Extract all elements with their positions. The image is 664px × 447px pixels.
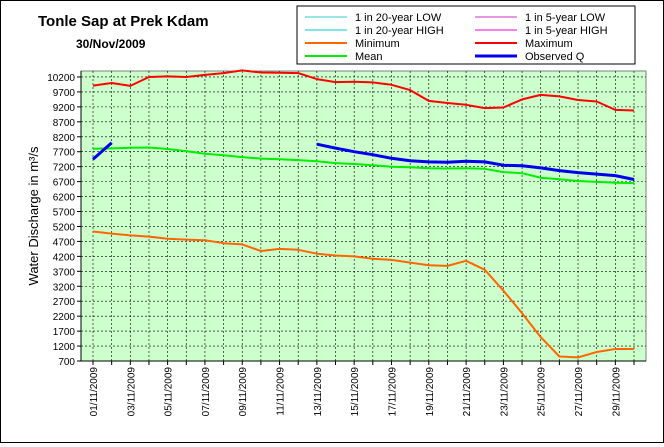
y-tick-label: 3200 [53, 282, 76, 293]
legend-label-1-in-20-year-low: 1 in 20-year LOW [355, 12, 442, 24]
y-tick-label: 9200 [53, 103, 76, 114]
y-tick-label: 7200 [53, 163, 76, 174]
legend-label-minimum: Minimum [355, 38, 400, 50]
x-tick-label: 23/11/2009 [499, 367, 510, 417]
y-tick-label: 8700 [53, 118, 76, 129]
x-tick-label: 15/11/2009 [350, 367, 361, 417]
legend: 1 in 20-year LOW 1 in 5-year LOW 1 in 20-y… [296, 5, 636, 65]
x-tick-label: 11/11/2009 [276, 367, 287, 416]
legend-label-1-in-20-year-high: 1 in 20-year HIGH [355, 25, 444, 37]
legend-label-1-in-5-year-high: 1 in 5-year HIGH [525, 25, 608, 37]
legend-label-1-in-5-year-low: 1 in 5-year LOW [525, 12, 606, 24]
x-tick-label: 17/11/2009 [387, 367, 398, 417]
y-tick-label: 1200 [53, 342, 76, 353]
y-tick-label: 5700 [53, 208, 76, 219]
series-lines [92, 69, 635, 359]
plot-area [80, 70, 647, 362]
y-tick-label: 8200 [53, 133, 76, 144]
x-tick-label: 21/11/2009 [462, 367, 473, 417]
y-tick-label: 6700 [53, 178, 76, 189]
x-tick-label: 25/11/2009 [537, 367, 548, 417]
x-tick-label: 07/11/2009 [201, 367, 212, 417]
legend-label-mean: Mean [355, 51, 383, 63]
legend-box [296, 5, 636, 65]
plot-background [80, 70, 647, 362]
y-tick-label: 4200 [53, 252, 76, 263]
gridlines [81, 71, 646, 362]
series-line-observed-q [92, 141, 635, 181]
y-tick-label: 4700 [53, 237, 76, 248]
y-tick-label: 6200 [53, 193, 76, 204]
legend-label-maximum: Maximum [525, 38, 573, 50]
x-tick-label: 13/11/2009 [313, 367, 324, 417]
y-tick-label: 1700 [53, 327, 76, 338]
y-tick-label: 3700 [53, 267, 76, 278]
x-tick-label: 03/11/2009 [126, 367, 137, 417]
legend-label-observed-q: Observed Q [525, 51, 585, 63]
chart-subtitle: 30/Nov/2009 [76, 37, 146, 51]
series-line-mean [92, 146, 635, 185]
y-tick-label: 2200 [53, 312, 76, 323]
x-tick-label: 01/11/2009 [89, 367, 100, 417]
chart-title: Tonle Sap at Prek Kdam [38, 13, 209, 30]
y-tick-label: 5200 [53, 222, 76, 233]
x-tick-label: 09/11/2009 [238, 367, 249, 417]
axes: 700 1200 1700 2200 2700 3200 3700 4200 4700 5200 5… [47, 71, 646, 416]
x-tick-label: 05/11/2009 [164, 367, 175, 417]
y-tick-label: 2700 [53, 297, 76, 308]
y-tick-label: 9700 [53, 88, 76, 99]
series-line-maximum [92, 69, 635, 112]
y-tick-label: 700 [58, 357, 75, 368]
y-axis-label: Water Discharge in m³/s [26, 146, 41, 285]
y-tick-label: 10200 [47, 73, 75, 84]
x-tick-label: 27/11/2009 [574, 367, 585, 417]
y-tick-label: 7700 [53, 148, 76, 159]
x-tick-label: 19/11/2009 [425, 367, 436, 417]
x-tick-label: 29/11/2009 [611, 367, 622, 417]
series-line-minimum [92, 230, 634, 359]
